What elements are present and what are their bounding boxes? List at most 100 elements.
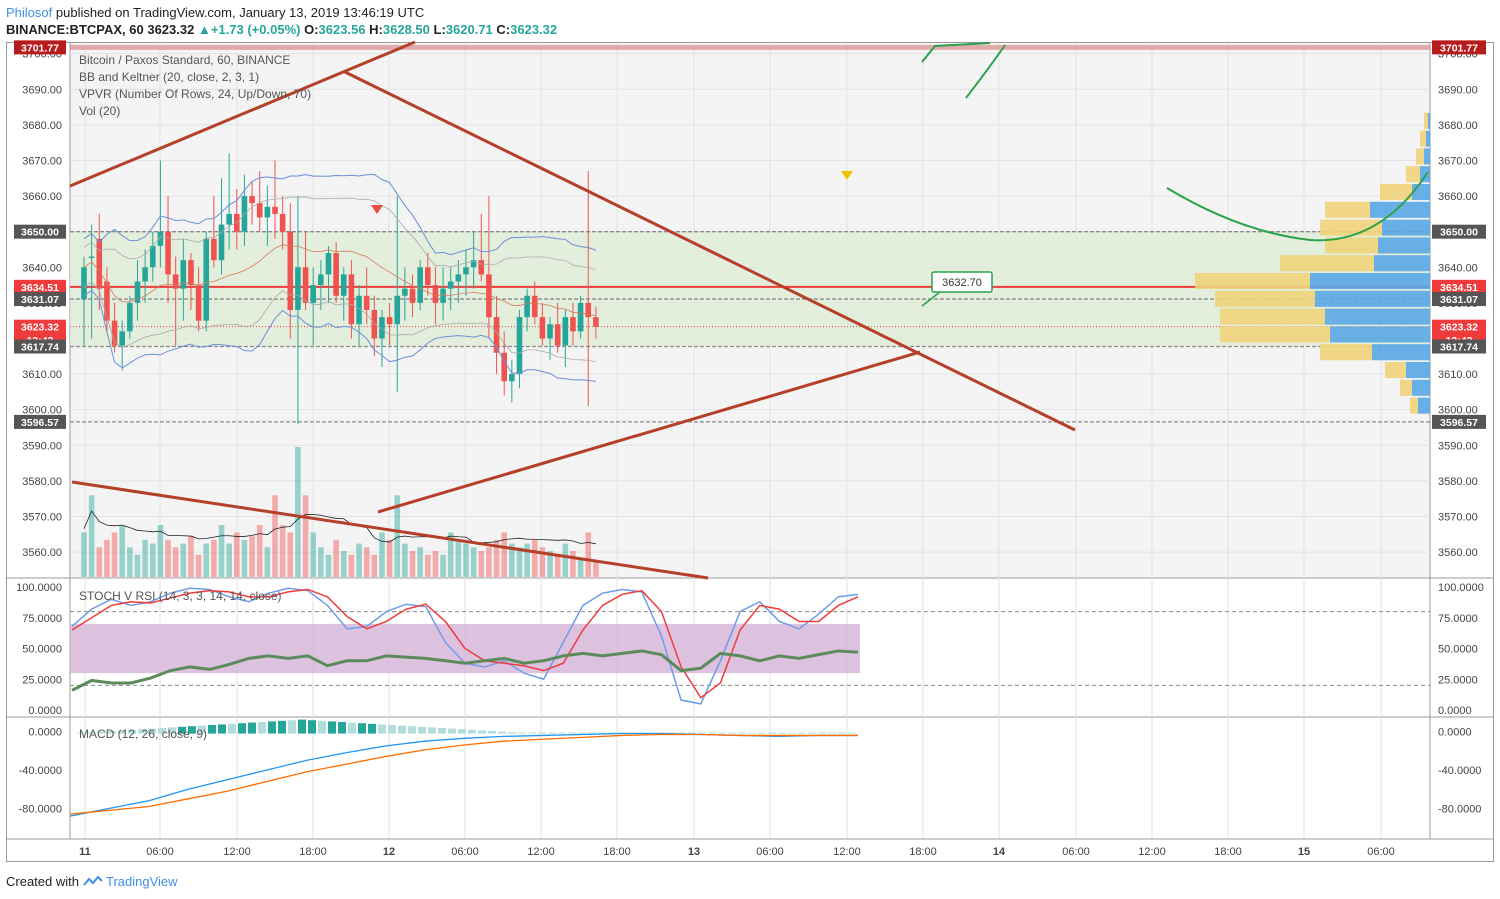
price-tick-right: 3560.00 — [1438, 547, 1478, 559]
projection-callout-top — [921, 42, 991, 63]
price-tag-right-label: 3631.07 — [1440, 294, 1478, 306]
volume-bar — [203, 543, 210, 577]
candle-body — [570, 317, 576, 332]
candle-body — [394, 295, 401, 325]
vpvr-bar-down — [1370, 201, 1430, 218]
macd-histogram-bar — [238, 723, 246, 734]
stoch-rsi-label[interactable]: STOCH V RSI (14, 3, 3, 14, 14, close) — [79, 589, 282, 603]
vpvr-bar-up — [1320, 344, 1372, 361]
macd-histogram-bar — [458, 729, 466, 734]
vpvr-bar-up — [1410, 397, 1418, 414]
time-tick-label: 12:00 — [223, 846, 251, 858]
tradingview-brand[interactable]: TradingView — [106, 874, 178, 889]
vpvr-bar-up — [1220, 326, 1330, 343]
macd-histogram-bar — [218, 724, 226, 734]
last-close: 3623.32 — [147, 22, 195, 37]
macd-histogram-bar — [138, 729, 146, 734]
candle-body — [279, 213, 286, 232]
volume-ma-line — [83, 510, 596, 545]
macd-histogram-bar — [478, 730, 486, 734]
bb-basis-line — [83, 244, 596, 317]
time-tick-label: 18:00 — [299, 846, 327, 858]
vpvr-bar-down — [1325, 308, 1430, 325]
candle-body — [447, 281, 454, 289]
candle-body — [172, 274, 179, 289]
candle-body — [455, 274, 462, 282]
volume-bar — [409, 551, 416, 577]
volume-bar — [256, 525, 263, 577]
price-tick-left: 3680.00 — [22, 120, 62, 132]
time-tick-label: 15 — [1298, 846, 1310, 858]
keltner-lower-line — [83, 281, 596, 363]
volume-bar — [447, 532, 454, 577]
candle-body — [142, 267, 148, 282]
macd-histogram-bar — [728, 732, 736, 734]
annotation-label: 3632.70 — [942, 277, 982, 289]
price-tag-left — [14, 414, 66, 429]
candle-body — [440, 288, 446, 303]
macd-tick-right: -80.0000 — [1438, 803, 1481, 815]
tradingview-logo-icon[interactable] — [82, 875, 103, 886]
candle-body — [547, 324, 553, 339]
macd-pane-bg — [70, 718, 1430, 838]
vpvr-bar-up — [1380, 183, 1412, 201]
volume-bar — [554, 554, 561, 577]
price-tag-right — [1432, 224, 1486, 239]
candle-body — [295, 267, 301, 310]
macd-histogram-bar — [198, 725, 206, 734]
volume-bar — [226, 543, 232, 577]
macd-histogram-bar — [78, 732, 86, 734]
macd-histogram-bar — [98, 731, 106, 734]
time-tick-label: 12:00 — [527, 846, 555, 858]
vpvr-bar-down — [1310, 272, 1430, 290]
candle-body — [310, 285, 316, 303]
legend-vol[interactable]: Vol (20) — [79, 104, 121, 118]
candle-body — [226, 213, 232, 225]
macd-histogram-bar — [108, 731, 116, 734]
macd-histogram-bar — [428, 727, 436, 734]
vpvr-bar-down — [1426, 130, 1430, 147]
macd-histogram-bar — [328, 721, 336, 734]
macd-histogram-bar — [258, 722, 266, 734]
price-tick-left: 3690.00 — [22, 84, 62, 96]
author-name[interactable]: Philosof — [6, 5, 53, 20]
macd-histogram-bar — [228, 723, 236, 734]
stoch-tick-left: 100.0000 — [16, 582, 62, 594]
macd-histogram-bar — [688, 732, 696, 734]
candle-body — [325, 253, 332, 275]
candle-body — [264, 206, 271, 218]
candle-body — [386, 317, 393, 325]
macd-label[interactable]: MACD (12, 26, close, 9) — [79, 727, 208, 741]
trend-line — [344, 70, 1076, 432]
legend-bb[interactable]: BB and Keltner (20, close, 2, 3, 1) — [79, 70, 260, 84]
close-value: 3623.32 — [510, 22, 558, 37]
legend-vpvr[interactable]: VPVR (Number Of Rows, 24, Up/Down, 70) — [79, 87, 312, 101]
macd-histogram-bar — [588, 732, 596, 734]
vpvr-bar-down — [1406, 361, 1430, 379]
vpvr-bar-up — [1320, 219, 1382, 236]
macd-histogram-bar — [508, 732, 516, 734]
time-tick-label: 14 — [993, 846, 1006, 858]
time-tick-label: 12 — [383, 846, 395, 858]
candle-body — [509, 374, 515, 382]
price-tag-left — [14, 40, 66, 55]
vpvr-bar-down — [1424, 148, 1430, 165]
vpvr-bar-down — [1428, 112, 1430, 129]
macd-histogram-bar — [408, 726, 416, 734]
volume-bar — [379, 532, 385, 577]
volume-bar — [295, 447, 301, 577]
price-tag-right-label: 3650.00 — [1440, 227, 1478, 239]
candle-body — [203, 238, 210, 321]
volume-bar — [386, 539, 393, 577]
price-tick-right: 3640.00 — [1438, 262, 1478, 274]
price-tag-left-label: 3650.00 — [21, 227, 59, 239]
time-tick-label: 06:00 — [451, 846, 479, 858]
price-tag-right — [1432, 414, 1486, 429]
macd-histogram-bar — [808, 732, 816, 734]
macd-histogram-bar — [568, 732, 576, 734]
volume-bar — [486, 547, 492, 577]
macd-histogram-bar — [378, 724, 386, 734]
macd-histogram-bar — [488, 731, 496, 734]
candle-body — [96, 238, 103, 289]
